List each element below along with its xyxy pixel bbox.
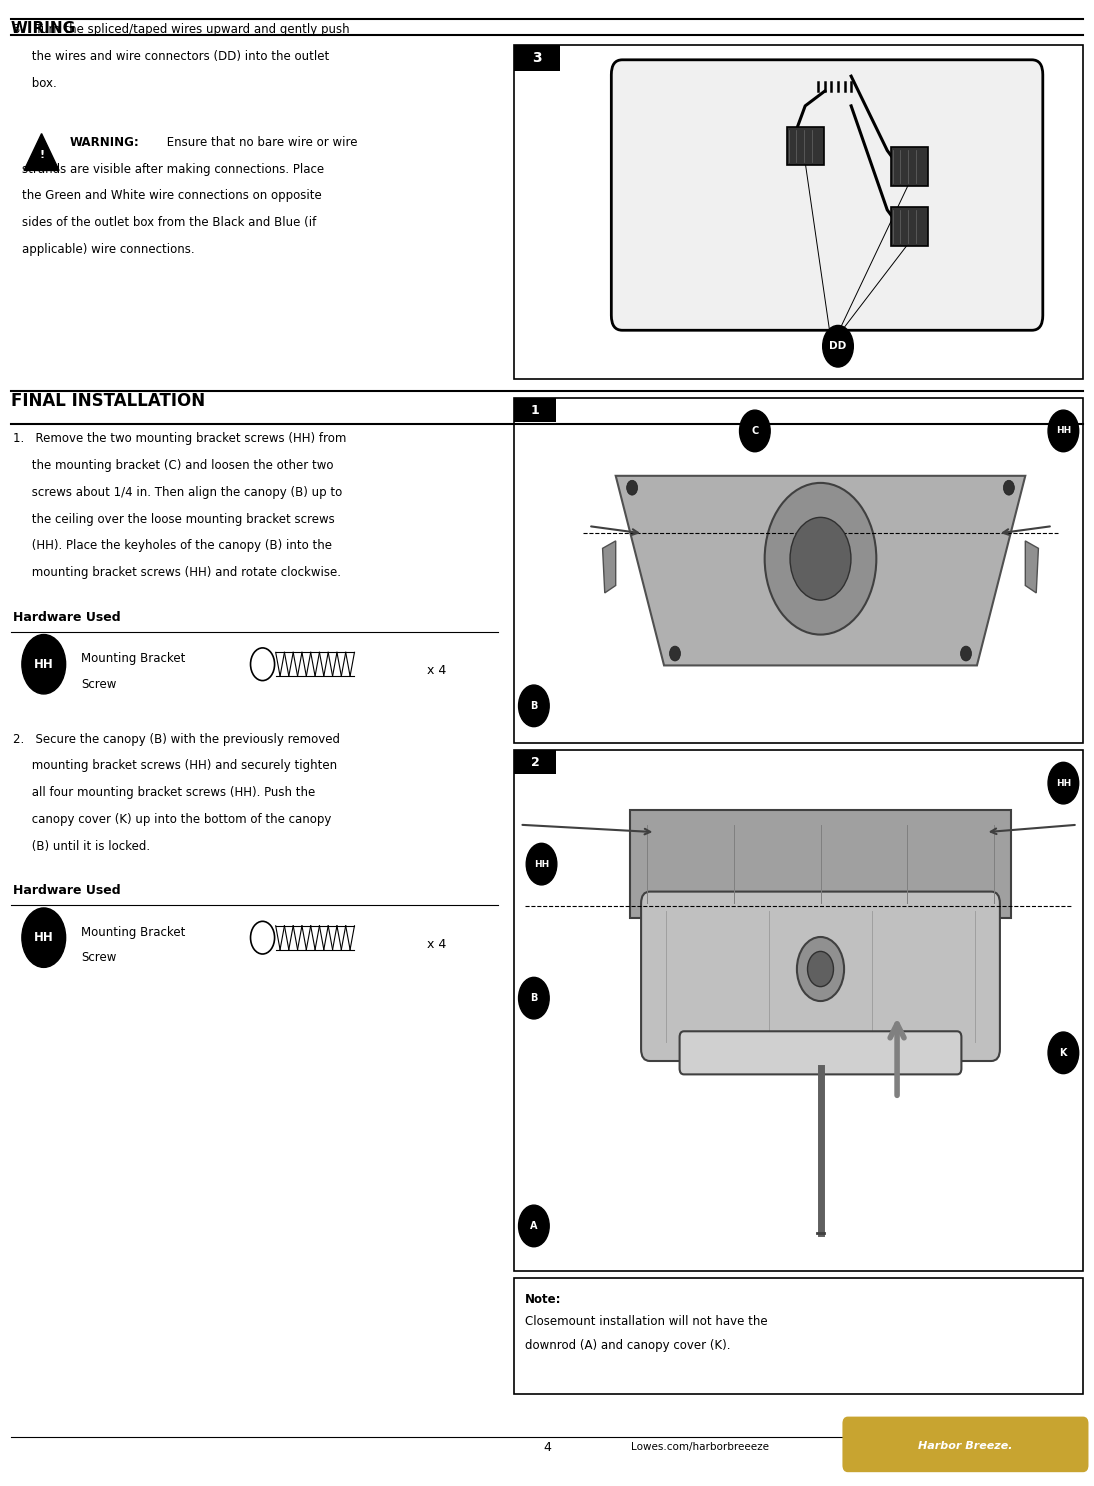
Text: screws about 1/4 in. Then align the canopy (B) up to: screws about 1/4 in. Then align the cano…: [13, 486, 342, 499]
Text: applicable) wire connections.: applicable) wire connections.: [22, 242, 195, 256]
Text: Closemount installation will not have the: Closemount installation will not have th…: [525, 1315, 768, 1328]
Circle shape: [790, 517, 851, 600]
Text: Mounting Bracket: Mounting Bracket: [81, 652, 185, 666]
Text: WIRING: WIRING: [11, 21, 77, 36]
Text: Hardware Used: Hardware Used: [13, 884, 120, 898]
Text: strands are visible after making connections. Place: strands are visible after making connect…: [22, 162, 324, 175]
Text: HH: HH: [534, 859, 549, 869]
Text: Screw: Screw: [81, 678, 116, 691]
Text: downrod (A) and canopy cover (K).: downrod (A) and canopy cover (K).: [525, 1339, 731, 1352]
FancyBboxPatch shape: [514, 398, 1083, 743]
Circle shape: [961, 646, 971, 661]
Circle shape: [1003, 480, 1014, 495]
Text: box.: box.: [13, 76, 57, 89]
Text: 2.   Secure the canopy (B) with the previously removed: 2. Secure the canopy (B) with the previo…: [13, 733, 340, 746]
Text: x 4: x 4: [427, 938, 446, 951]
Text: the ceiling over the loose mounting bracket screws: the ceiling over the loose mounting brac…: [13, 513, 335, 526]
FancyBboxPatch shape: [891, 147, 928, 186]
Text: the Green and White wire connections on opposite: the Green and White wire connections on …: [22, 189, 322, 202]
Circle shape: [807, 951, 834, 987]
Circle shape: [823, 325, 853, 367]
FancyBboxPatch shape: [514, 398, 556, 422]
Text: B: B: [531, 701, 537, 710]
Text: B: B: [531, 993, 537, 1003]
FancyBboxPatch shape: [787, 126, 824, 165]
Text: Hardware Used: Hardware Used: [13, 611, 120, 624]
Text: x 4: x 4: [427, 664, 446, 678]
Text: the wires and wire connectors (DD) into the outlet: the wires and wire connectors (DD) into …: [13, 49, 329, 62]
FancyBboxPatch shape: [514, 750, 556, 774]
Circle shape: [740, 410, 770, 452]
Text: HH: HH: [1056, 426, 1071, 435]
FancyBboxPatch shape: [843, 1418, 1087, 1471]
Circle shape: [670, 646, 680, 661]
Text: HH: HH: [34, 932, 54, 944]
Text: Screw: Screw: [81, 951, 116, 964]
Text: Lowes.com/harborbreeeze: Lowes.com/harborbreeeze: [631, 1443, 769, 1452]
Text: (B) until it is locked.: (B) until it is locked.: [13, 840, 150, 853]
Text: A: A: [531, 1221, 537, 1230]
FancyBboxPatch shape: [514, 45, 1083, 379]
Text: all four mounting bracket screws (HH). Push the: all four mounting bracket screws (HH). P…: [13, 786, 315, 799]
Text: DD: DD: [829, 342, 847, 351]
Text: 3: 3: [533, 51, 542, 65]
Text: (HH). Place the keyholes of the canopy (B) into the: (HH). Place the keyholes of the canopy (…: [13, 539, 333, 553]
Text: canopy cover (K) up into the bottom of the canopy: canopy cover (K) up into the bottom of t…: [13, 813, 331, 826]
Text: K: K: [1060, 1048, 1067, 1058]
Text: Note:: Note:: [525, 1293, 561, 1306]
Text: Mounting Bracket: Mounting Bracket: [81, 926, 185, 939]
Polygon shape: [1025, 541, 1038, 593]
Text: mounting bracket screws (HH) and rotate clockwise.: mounting bracket screws (HH) and rotate …: [13, 566, 341, 580]
Polygon shape: [616, 476, 1025, 666]
FancyBboxPatch shape: [641, 892, 1000, 1061]
Text: 3.   Turn the spliced/taped wires upward and gently push: 3. Turn the spliced/taped wires upward a…: [13, 22, 350, 36]
Circle shape: [519, 978, 549, 1019]
Text: C: C: [752, 426, 758, 435]
Circle shape: [22, 908, 66, 967]
Text: Harbor Breeze.: Harbor Breeze.: [918, 1441, 1012, 1450]
Circle shape: [526, 844, 557, 886]
Text: 2: 2: [531, 756, 539, 768]
Text: Ensure that no bare wire or wire: Ensure that no bare wire or wire: [163, 135, 358, 149]
FancyBboxPatch shape: [514, 1278, 1083, 1394]
Circle shape: [1048, 410, 1079, 452]
Text: 4: 4: [543, 1441, 551, 1453]
Circle shape: [627, 480, 638, 495]
FancyBboxPatch shape: [891, 207, 928, 245]
Circle shape: [1048, 762, 1079, 804]
Text: 1: 1: [531, 404, 539, 416]
Circle shape: [796, 938, 845, 1002]
FancyBboxPatch shape: [514, 750, 1083, 1271]
Text: !: !: [39, 150, 44, 160]
FancyBboxPatch shape: [514, 45, 560, 71]
Circle shape: [519, 685, 549, 727]
FancyBboxPatch shape: [679, 1031, 962, 1074]
Text: mounting bracket screws (HH) and securely tighten: mounting bracket screws (HH) and securel…: [13, 759, 337, 773]
Polygon shape: [603, 541, 616, 593]
Circle shape: [1048, 1031, 1079, 1073]
Text: FINAL INSTALLATION: FINAL INSTALLATION: [11, 392, 205, 410]
FancyBboxPatch shape: [612, 59, 1043, 330]
Circle shape: [519, 1205, 549, 1247]
Text: 1.   Remove the two mounting bracket screws (HH) from: 1. Remove the two mounting bracket screw…: [13, 432, 347, 446]
FancyBboxPatch shape: [630, 810, 1011, 918]
Circle shape: [22, 635, 66, 694]
Text: HH: HH: [1056, 779, 1071, 788]
Polygon shape: [24, 134, 59, 171]
Circle shape: [765, 483, 876, 635]
Text: the mounting bracket (C) and loosen the other two: the mounting bracket (C) and loosen the …: [13, 459, 334, 473]
Text: sides of the outlet box from the Black and Blue (if: sides of the outlet box from the Black a…: [22, 215, 316, 229]
Text: HH: HH: [34, 658, 54, 670]
Text: WARNING:: WARNING:: [70, 135, 140, 149]
